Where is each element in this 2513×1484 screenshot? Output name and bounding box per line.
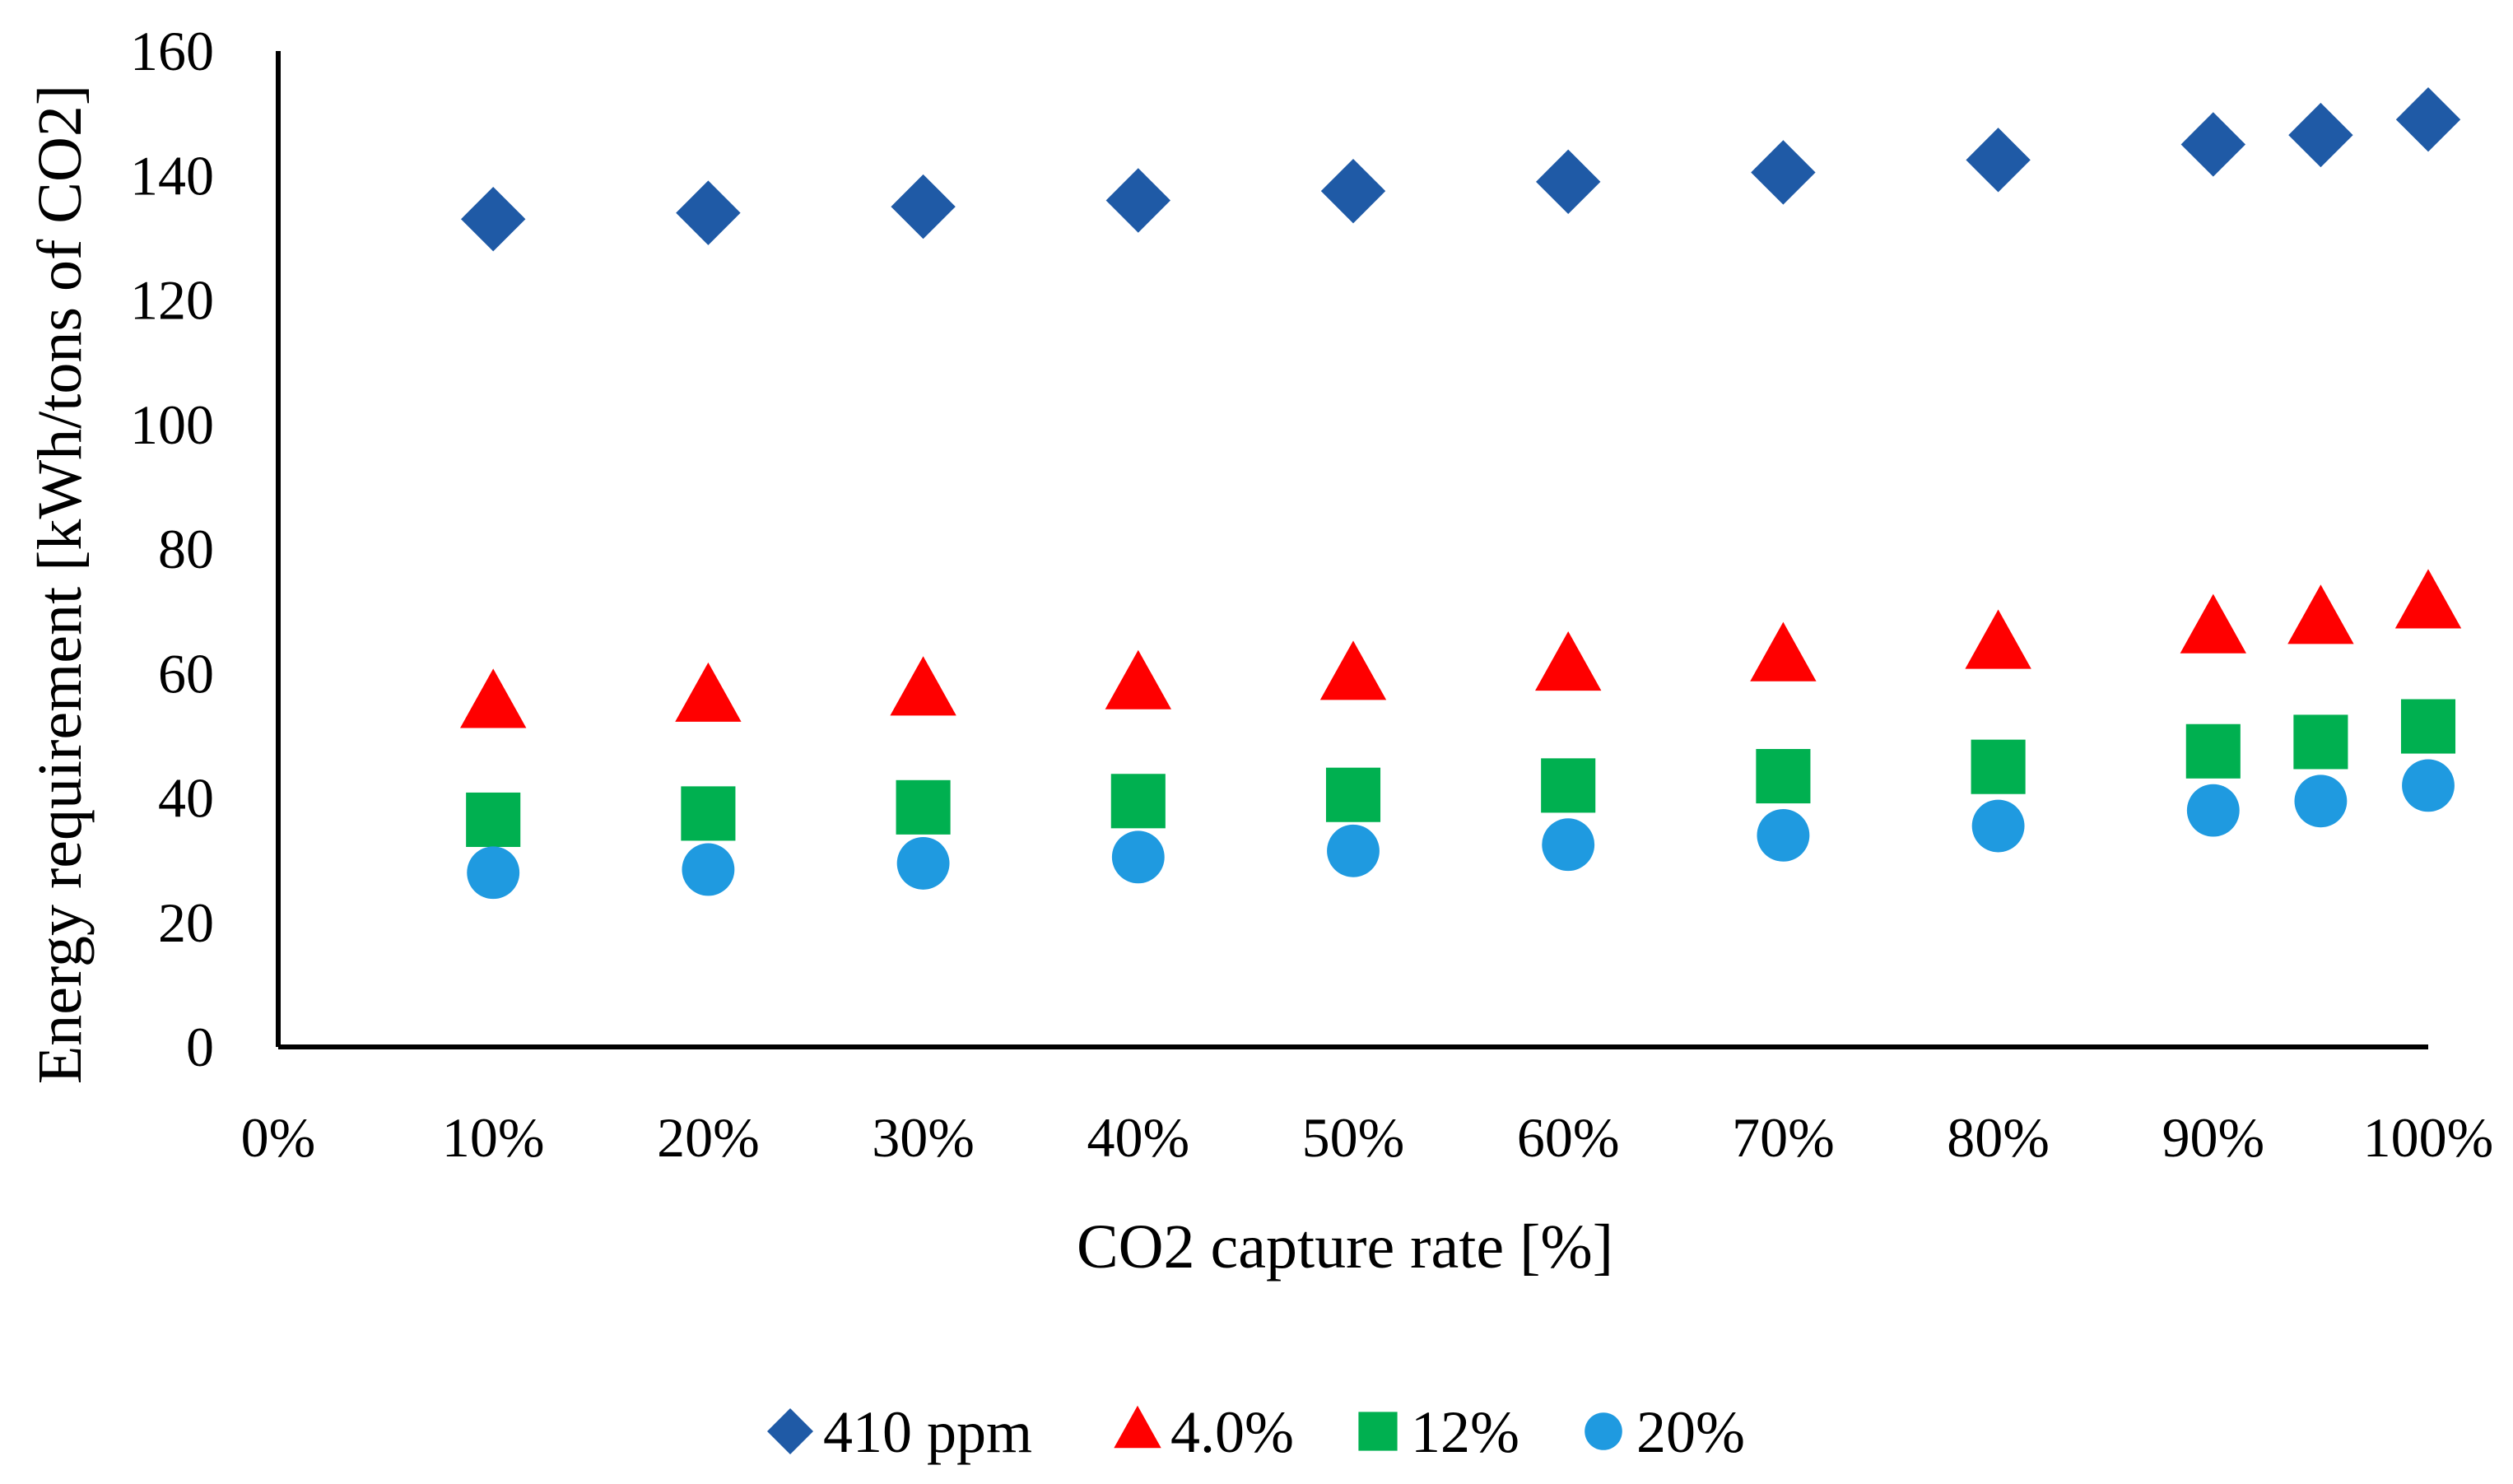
series-20-point	[1327, 824, 1380, 877]
y-tick-label: 160	[130, 20, 214, 82]
series-12-point	[1971, 739, 2026, 794]
series-410-ppm-point	[1320, 158, 1386, 224]
x-tick-label: 10%	[442, 1106, 545, 1169]
series-12-point	[466, 792, 521, 848]
series-12-point	[2400, 699, 2456, 754]
series-410-ppm-point	[891, 174, 956, 240]
series-20-point	[1757, 808, 1810, 862]
series-12-point	[1325, 767, 1381, 822]
series-4-0-point	[2394, 569, 2462, 629]
legend-4-0-label: 4.0%	[1170, 1399, 1294, 1465]
x-tick-label: 0%	[241, 1106, 316, 1169]
series-410-ppm-point	[461, 186, 526, 252]
series-12-point	[896, 779, 951, 835]
y-tick-label: 60	[158, 642, 214, 705]
y-tick-label: 20	[158, 891, 214, 954]
series-4-0-point	[1105, 649, 1171, 709]
legend-12-marker	[1358, 1412, 1398, 1451]
series-4-0-point	[1965, 609, 2031, 669]
series-20-point	[467, 846, 520, 900]
series-410-ppm-point	[1536, 149, 1601, 215]
series-4-0-point	[1535, 631, 1602, 691]
x-tick-label: 50%	[1302, 1106, 1405, 1169]
series-20-point	[2294, 775, 2348, 828]
series-410-ppm-point	[1966, 128, 2031, 193]
legend-20-label: 20%	[1636, 1399, 1745, 1465]
legend-20-marker	[1585, 1412, 1622, 1450]
legend-410-ppm-label: 410 ppm	[823, 1399, 1032, 1465]
legend-4-0-marker	[1114, 1405, 1161, 1449]
x-tick-label: 20%	[657, 1106, 760, 1169]
series-410-ppm-point	[2180, 112, 2245, 177]
series-12-point	[1756, 748, 1811, 804]
legend-layer: 410 ppm 4.0% 12% 20%	[767, 1399, 1745, 1465]
y-tick-label: 100	[130, 393, 214, 456]
series-20-point	[1111, 830, 1165, 884]
series-410-ppm-point	[1105, 168, 1170, 233]
series-4-0-point	[2180, 593, 2246, 654]
series-20-point	[1971, 799, 2025, 853]
series-4-0-point	[1750, 621, 1817, 682]
x-tick-label: 90%	[2162, 1106, 2264, 1169]
series-410-ppm-point	[2395, 86, 2461, 152]
series-20-point	[2186, 784, 2240, 837]
series-12-point	[681, 786, 736, 841]
ticks-layer: 0 20 40 60 80 100 120 140 160 0% 10% 20% 30% 40% 50% 60…	[130, 20, 2493, 1169]
x-tick-label: 60%	[1517, 1106, 1620, 1169]
marks-layer	[460, 86, 2462, 900]
x-tick-label: 80%	[1947, 1106, 2050, 1169]
series-20-point	[1542, 818, 1595, 872]
y-tick-label: 40	[158, 767, 214, 830]
legend-410-ppm-marker	[767, 1408, 813, 1454]
y-axis-title: Energy requirement [kWh/tons of CO2]	[26, 85, 95, 1084]
series-4-0-point	[890, 656, 956, 716]
series-410-ppm-point	[676, 180, 741, 245]
series-4-0-point	[1319, 640, 1387, 700]
series-12-point	[2293, 714, 2348, 770]
y-tick-label: 140	[130, 144, 214, 207]
y-tick-label: 0	[186, 1016, 214, 1078]
series-4-0-point	[675, 662, 742, 722]
y-tick-label: 80	[158, 518, 214, 580]
series-4-0-point	[460, 668, 527, 728]
y-tick-label: 120	[130, 269, 214, 332]
x-tick-label: 40%	[1087, 1106, 1189, 1169]
x-tick-label: 100%	[2363, 1106, 2494, 1169]
series-20-point	[682, 843, 735, 896]
series-12-point	[1110, 774, 1166, 829]
x-axis-title: CO2 capture rate [%]	[1077, 1212, 1613, 1282]
series-410-ppm-point	[1751, 140, 1816, 205]
x-tick-label: 70%	[1732, 1106, 1835, 1169]
series-12-point	[1541, 758, 1596, 813]
legend-12-label: 12%	[1411, 1399, 1519, 1465]
axes-layer	[276, 51, 2428, 1049]
series-20-point	[896, 836, 950, 890]
series-410-ppm-point	[2288, 102, 2353, 168]
series-12-point	[2185, 723, 2241, 779]
x-tick-label: 30%	[872, 1106, 975, 1169]
series-4-0-point	[2287, 584, 2354, 644]
series-20-point	[2402, 759, 2455, 812]
